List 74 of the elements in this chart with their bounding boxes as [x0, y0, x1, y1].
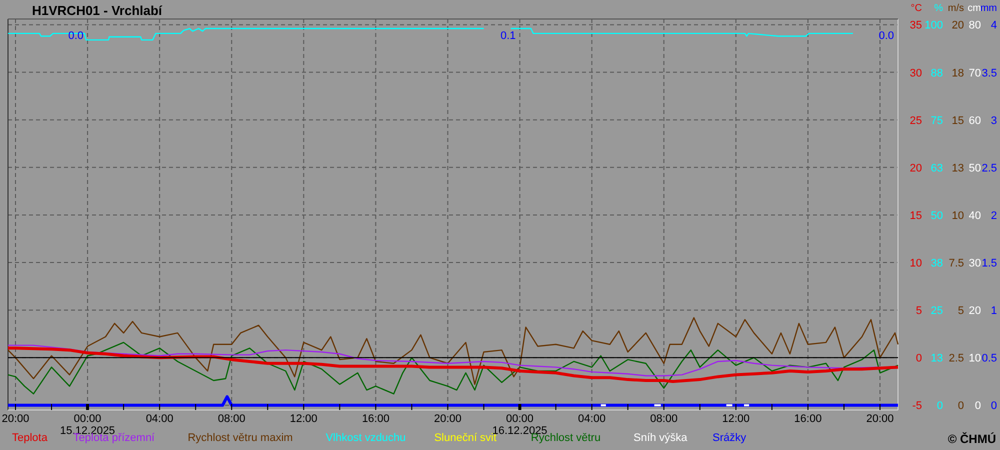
- chart-title: H1VRCH01 - Vrchlabí: [32, 3, 162, 18]
- legend-label: Sluneční svit: [434, 432, 497, 444]
- text: 70: [968, 67, 981, 80]
- y3-axis-title: m/s: [948, 3, 964, 14]
- x-tick-label: 04:00: [146, 413, 174, 425]
- y2-tick-label: 50: [930, 210, 943, 222]
- y2-tick-label: 25: [930, 305, 943, 318]
- x-tick-label: 20:00: [434, 413, 462, 425]
- y3-tick-label: 20: [952, 20, 964, 32]
- x-tick-label: 16:00: [794, 413, 822, 425]
- y3-tick-label: 0: [958, 400, 964, 412]
- text: Sníh výška: [634, 432, 688, 444]
- y-tick-label: -5: [912, 400, 922, 412]
- y-tick-label: 35: [910, 20, 922, 32]
- text: 30: [968, 258, 981, 270]
- line-series: [6, 346, 900, 383]
- y2-tick-label: 75: [930, 114, 943, 127]
- text: 20: [968, 305, 981, 318]
- text: 3.5: [982, 67, 997, 80]
- x-tick-label: 20:00: [2, 413, 30, 425]
- y2-tick-label: 88: [930, 67, 943, 80]
- text: Rychlost větru maxim: [188, 432, 293, 444]
- text: 40: [968, 210, 981, 222]
- y-tick-label: 25: [910, 114, 922, 127]
- text: Teplota: [12, 432, 48, 444]
- line-series: [7, 317, 899, 385]
- y-tick-label: 10: [910, 258, 922, 270]
- text: © ČHMÚ: [948, 432, 996, 446]
- y2-tick-label: 13: [930, 352, 943, 365]
- y3-tick-label: 7.5: [948, 258, 964, 270]
- y2-tick-label: 63: [930, 162, 943, 174]
- text: mm: [980, 3, 997, 14]
- text: 1: [990, 305, 997, 318]
- text: cm: [968, 3, 981, 14]
- y2-tick-label: 100: [924, 20, 943, 32]
- annotation: 0.1: [500, 30, 516, 42]
- text: 2: [990, 210, 997, 222]
- y3-tick-label: 18: [952, 67, 964, 80]
- y3-tick-label: 13: [952, 162, 964, 174]
- text: 60: [968, 114, 981, 127]
- text: 80: [968, 20, 981, 32]
- y3-tick-label: 10: [952, 210, 964, 222]
- x-tick-label: 16:00: [362, 413, 390, 425]
- text: 0: [990, 400, 997, 412]
- text: 1.5: [982, 258, 997, 270]
- annotation: 0.0: [878, 30, 894, 42]
- x-tick-label: 08:00: [650, 413, 678, 425]
- y-tick-label: 20: [910, 162, 922, 174]
- line-series: [7, 342, 899, 394]
- text: Vlhkost vzduchu: [326, 432, 406, 444]
- y3-tick-label: 2.5: [948, 352, 964, 365]
- y-tick-label: 30: [910, 67, 922, 80]
- text: 0.5: [982, 352, 997, 365]
- y3-tick-label: 5: [958, 305, 964, 318]
- x-tick-label: 12:00: [290, 413, 318, 425]
- x-tick-label: 20:00: [866, 413, 894, 425]
- y2-tick-label: 0: [936, 400, 943, 412]
- x-tick-label: 12:00: [722, 413, 750, 425]
- text: 4: [990, 20, 997, 32]
- y-tick-label: 0: [916, 352, 922, 365]
- y-axis-title: °C: [910, 3, 922, 14]
- y-tick-label: 15: [910, 210, 922, 222]
- x-tick-label: 04:00: [578, 413, 606, 425]
- y-tick-label: 5: [916, 305, 922, 318]
- y3-tick-label: 15: [952, 114, 964, 127]
- text: 3: [990, 114, 997, 127]
- x-tick-label: 08:00: [218, 413, 246, 425]
- text: 0: [974, 400, 981, 412]
- y2-axis-title: %: [934, 3, 944, 14]
- y2-tick-label: 38: [930, 258, 943, 270]
- text: 2.5: [982, 162, 997, 174]
- text: 10: [968, 352, 981, 365]
- text: Srážky: [712, 432, 747, 444]
- text: 50: [968, 162, 981, 174]
